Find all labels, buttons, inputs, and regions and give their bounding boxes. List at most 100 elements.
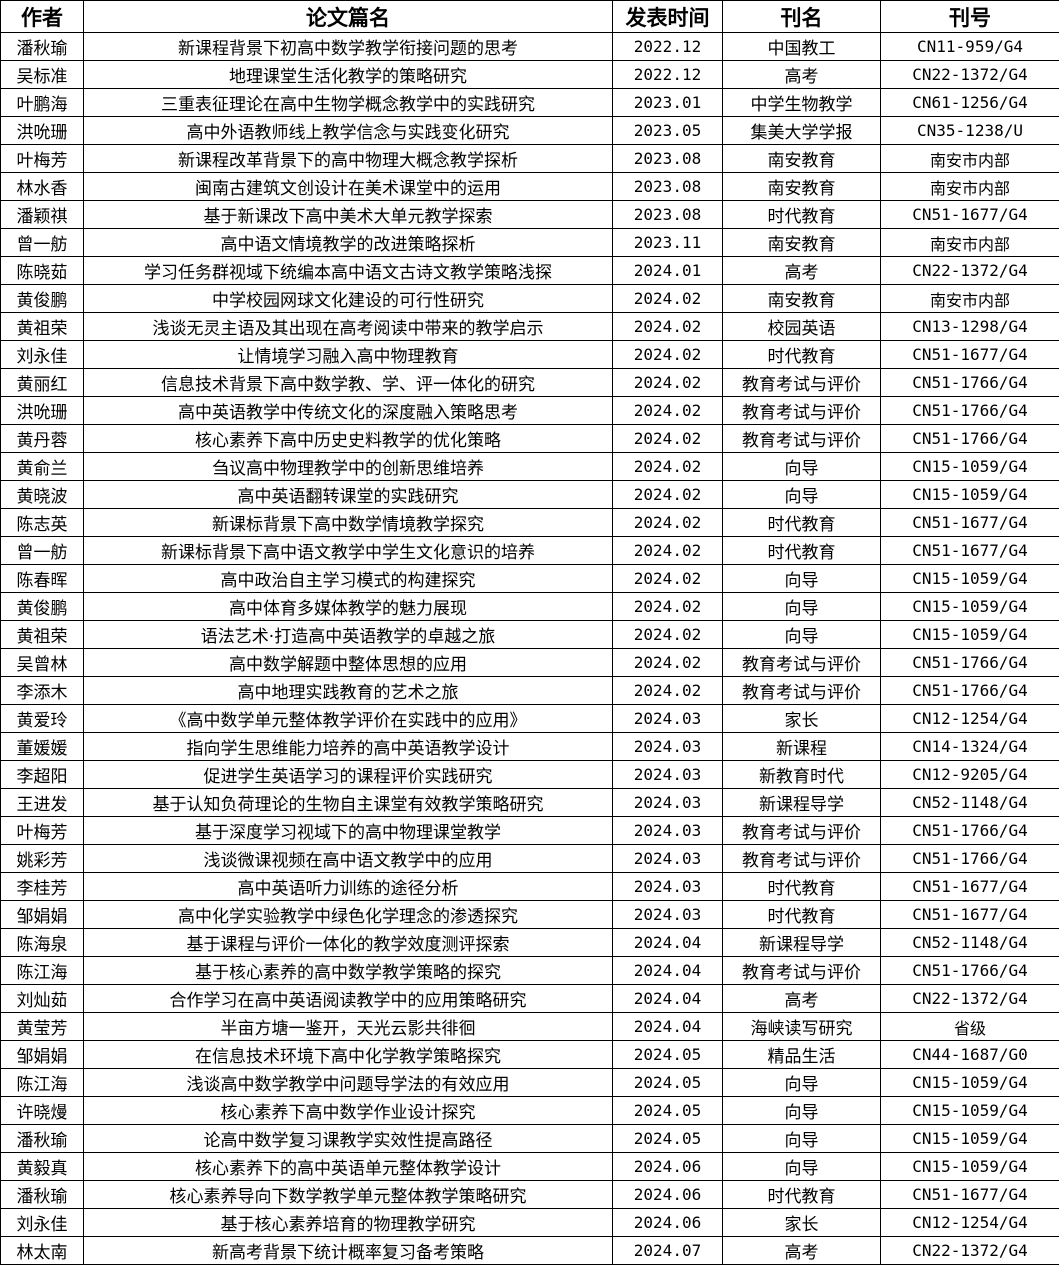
author-cell: 洪吮珊 — [1, 397, 84, 425]
title-cell: 《高中数学单元整体教学评价在实践中的应用》 — [84, 705, 613, 733]
issn-cell: CN13-1298/G4 — [881, 313, 1059, 341]
title-cell: 论高中数学复习课教学实效性提高路径 — [84, 1125, 613, 1153]
journal-cell: 教育考试与评价 — [723, 845, 881, 873]
title-cell: 新课标背景下高中语文教学中学生文化意识的培养 — [84, 537, 613, 565]
date-cell: 2024.05 — [613, 1097, 723, 1125]
date-cell: 2023.05 — [613, 117, 723, 145]
journal-cell: 家长 — [723, 705, 881, 733]
issn-cell: 南安市内部 — [881, 285, 1059, 313]
issn-cell: CN22-1372/G4 — [881, 257, 1059, 285]
date-cell: 2024.04 — [613, 985, 723, 1013]
journal-cell: 教育考试与评价 — [723, 817, 881, 845]
author-cell: 叶鹏海 — [1, 89, 84, 117]
journal-cell: 新课程导学 — [723, 789, 881, 817]
header-row: 作者论文篇名发表时间刊名刊号 — [1, 1, 1059, 33]
issn-cell: CN15-1059/G4 — [881, 1125, 1059, 1153]
issn-cell: CN14-1324/G4 — [881, 733, 1059, 761]
title-cell: 高中英语听力训练的途径分析 — [84, 873, 613, 901]
title-cell: 基于核心素养培育的物理教学研究 — [84, 1209, 613, 1237]
date-cell: 2024.02 — [613, 313, 723, 341]
issn-cell: CN51-1677/G4 — [881, 1181, 1059, 1209]
journal-cell: 向导 — [723, 1097, 881, 1125]
title-cell: 地理课堂生活化教学的策略研究 — [84, 61, 613, 89]
author-cell: 吴标准 — [1, 61, 84, 89]
journal-cell: 教育考试与评价 — [723, 957, 881, 985]
journal-cell: 教育考试与评价 — [723, 397, 881, 425]
journal-cell: 向导 — [723, 453, 881, 481]
date-cell: 2024.02 — [613, 285, 723, 313]
journal-cell: 南安教育 — [723, 229, 881, 257]
journal-cell: 向导 — [723, 1125, 881, 1153]
date-cell: 2024.03 — [613, 901, 723, 929]
author-cell: 潘颖祺 — [1, 201, 84, 229]
journal-cell: 南安教育 — [723, 285, 881, 313]
journal-cell: 向导 — [723, 1069, 881, 1097]
journal-cell: 高考 — [723, 257, 881, 285]
journal-cell: 高考 — [723, 1237, 881, 1265]
issn-cell: CN12-9205/G4 — [881, 761, 1059, 789]
author-cell: 黄俞兰 — [1, 453, 84, 481]
author-cell: 黄爱玲 — [1, 705, 84, 733]
author-cell: 潘秋瑜 — [1, 1181, 84, 1209]
title-cell: 核心素养下的高中英语单元整体教学设计 — [84, 1153, 613, 1181]
author-cell: 李桂芳 — [1, 873, 84, 901]
issn-cell: CN51-1766/G4 — [881, 817, 1059, 845]
issn-cell: CN15-1059/G4 — [881, 1069, 1059, 1097]
author-cell: 叶梅芳 — [1, 817, 84, 845]
date-cell: 2024.03 — [613, 733, 723, 761]
issn-cell: 南安市内部 — [881, 145, 1059, 173]
date-cell: 2024.05 — [613, 1041, 723, 1069]
journal-cell: 新课程导学 — [723, 929, 881, 957]
author-cell: 邹娟娟 — [1, 901, 84, 929]
title-cell: 浅谈无灵主语及其出现在高考阅读中带来的教学启示 — [84, 313, 613, 341]
date-cell: 2024.02 — [613, 453, 723, 481]
author-cell: 刘灿茹 — [1, 985, 84, 1013]
date-cell: 2024.02 — [613, 397, 723, 425]
date-cell: 2024.02 — [613, 425, 723, 453]
author-cell: 陈江海 — [1, 1069, 84, 1097]
title-cell: 高中体育多媒体教学的魅力展现 — [84, 593, 613, 621]
title-cell: 在信息技术环境下高中化学教学策略探究 — [84, 1041, 613, 1069]
date-cell: 2024.02 — [613, 369, 723, 397]
title-cell: 高中化学实验教学中绿色化学理念的渗透探究 — [84, 901, 613, 929]
date-cell: 2024.03 — [613, 817, 723, 845]
date-cell: 2024.03 — [613, 705, 723, 733]
title-cell: 三重表征理论在高中生物学概念教学中的实践研究 — [84, 89, 613, 117]
date-cell: 2024.02 — [613, 509, 723, 537]
journal-cell: 向导 — [723, 481, 881, 509]
author-cell: 刘永佳 — [1, 341, 84, 369]
header-cell: 作者 — [1, 1, 84, 33]
title-cell: 高中政治自主学习模式的构建探究 — [84, 565, 613, 593]
issn-cell: 南安市内部 — [881, 229, 1059, 257]
title-cell: 浅谈微课视频在高中语文教学中的应用 — [84, 845, 613, 873]
issn-cell: CN51-1766/G4 — [881, 649, 1059, 677]
date-cell: 2024.02 — [613, 677, 723, 705]
journal-cell: 向导 — [723, 593, 881, 621]
header-cell: 论文篇名 — [84, 1, 613, 33]
journal-cell: 时代教育 — [723, 873, 881, 901]
issn-cell: CN44-1687/G0 — [881, 1041, 1059, 1069]
author-cell: 叶梅芳 — [1, 145, 84, 173]
journal-cell: 时代教育 — [723, 901, 881, 929]
date-cell: 2024.04 — [613, 1013, 723, 1041]
date-cell: 2024.03 — [613, 845, 723, 873]
title-cell: 基于核心素养的高中数学教学策略的探究 — [84, 957, 613, 985]
